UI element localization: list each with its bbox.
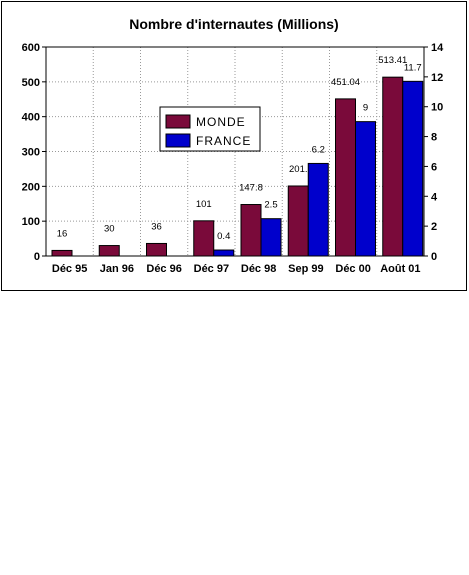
x-category-label: Déc 97 — [194, 263, 229, 275]
y-right-tick-label: 2 — [431, 221, 437, 233]
legend-swatch-monde — [165, 114, 191, 129]
y-right-tick-label: 8 — [431, 132, 437, 144]
y-left-tick-label: 500 — [22, 77, 40, 89]
data-label-france: 11.7 — [404, 62, 422, 73]
chart-frame: Nombre d'internautes (Millions) 16 30 36 10… — [1, 1, 467, 291]
y-left-tick-label: 400 — [22, 112, 40, 124]
y-left-tick-label: 600 — [22, 42, 40, 54]
y-left-tick-label: 200 — [22, 181, 40, 193]
data-label-monde: 101 — [196, 199, 212, 210]
data-label-monde: 36 — [151, 221, 162, 232]
bar-monde — [98, 245, 120, 257]
y-right-tick-label: 12 — [431, 72, 443, 84]
data-label-monde: 451.04 — [331, 77, 360, 88]
legend-label-monde: MONDE — [196, 115, 246, 129]
x-category-label: Déc 95 — [52, 263, 87, 275]
x-category-label: Sep 99 — [288, 263, 323, 275]
data-label-france: 0.4 — [217, 231, 230, 242]
bar-monde — [240, 204, 262, 257]
data-label-monde: 201. — [289, 164, 308, 175]
y-right-tick-label: 4 — [431, 191, 438, 203]
axes: 0 100 200 300 400 500 600 0 2 4 6 8 10 12 14 Déc 95 Jan … — [22, 42, 444, 275]
x-category-label: Août 01 — [380, 263, 420, 275]
chart: Nombre d'internautes (Millions) 16 30 36 10… — [22, 16, 444, 275]
legend-swatch-france — [165, 133, 191, 148]
bar-monde — [287, 185, 309, 257]
data-label-monde: 16 — [57, 228, 68, 239]
data-label-france: 6.2 — [312, 144, 325, 155]
x-category-label: Déc 98 — [241, 263, 276, 275]
bar-monde — [146, 242, 167, 257]
bar-france — [260, 218, 282, 257]
legend: MONDE FRANCE — [159, 106, 261, 152]
plot-area — [45, 46, 425, 257]
chart-title: Nombre d'internautes (Millions) — [129, 16, 338, 32]
y-right-tick-label: 6 — [431, 161, 437, 173]
y-right-tick-label: 10 — [431, 102, 443, 114]
bar-france — [402, 80, 424, 257]
data-label-france: 9 — [363, 103, 368, 114]
x-category-label: Jan 96 — [100, 263, 134, 275]
bar-monde — [382, 76, 404, 257]
x-category-label: Déc 96 — [146, 263, 181, 275]
y-left-tick-label: 0 — [34, 251, 40, 263]
data-label-france: 2.5 — [264, 200, 277, 211]
y-left-tick-label: 100 — [22, 216, 40, 228]
y-right-tick-label: 0 — [431, 251, 437, 263]
bar-france — [355, 121, 376, 257]
bar-france — [213, 249, 235, 257]
bar-france — [307, 162, 329, 257]
data-label-monde: 147.8 — [239, 183, 263, 194]
data-label-monde: 30 — [104, 224, 115, 235]
data-label-monde: 513.41 — [378, 55, 407, 66]
bar-monde — [51, 249, 73, 257]
x-category-label: Déc 00 — [335, 263, 370, 275]
y-right-tick-label: 14 — [431, 42, 444, 54]
y-left-tick-label: 300 — [22, 147, 40, 159]
bar-monde — [193, 220, 215, 257]
bars: 16 30 36 101 0.4 147.82.5 201. 6.2 451.04 9 513.41… — [51, 55, 424, 257]
legend-label-france: FRANCE — [196, 134, 251, 148]
bar-monde — [335, 98, 356, 257]
grid — [46, 47, 424, 256]
